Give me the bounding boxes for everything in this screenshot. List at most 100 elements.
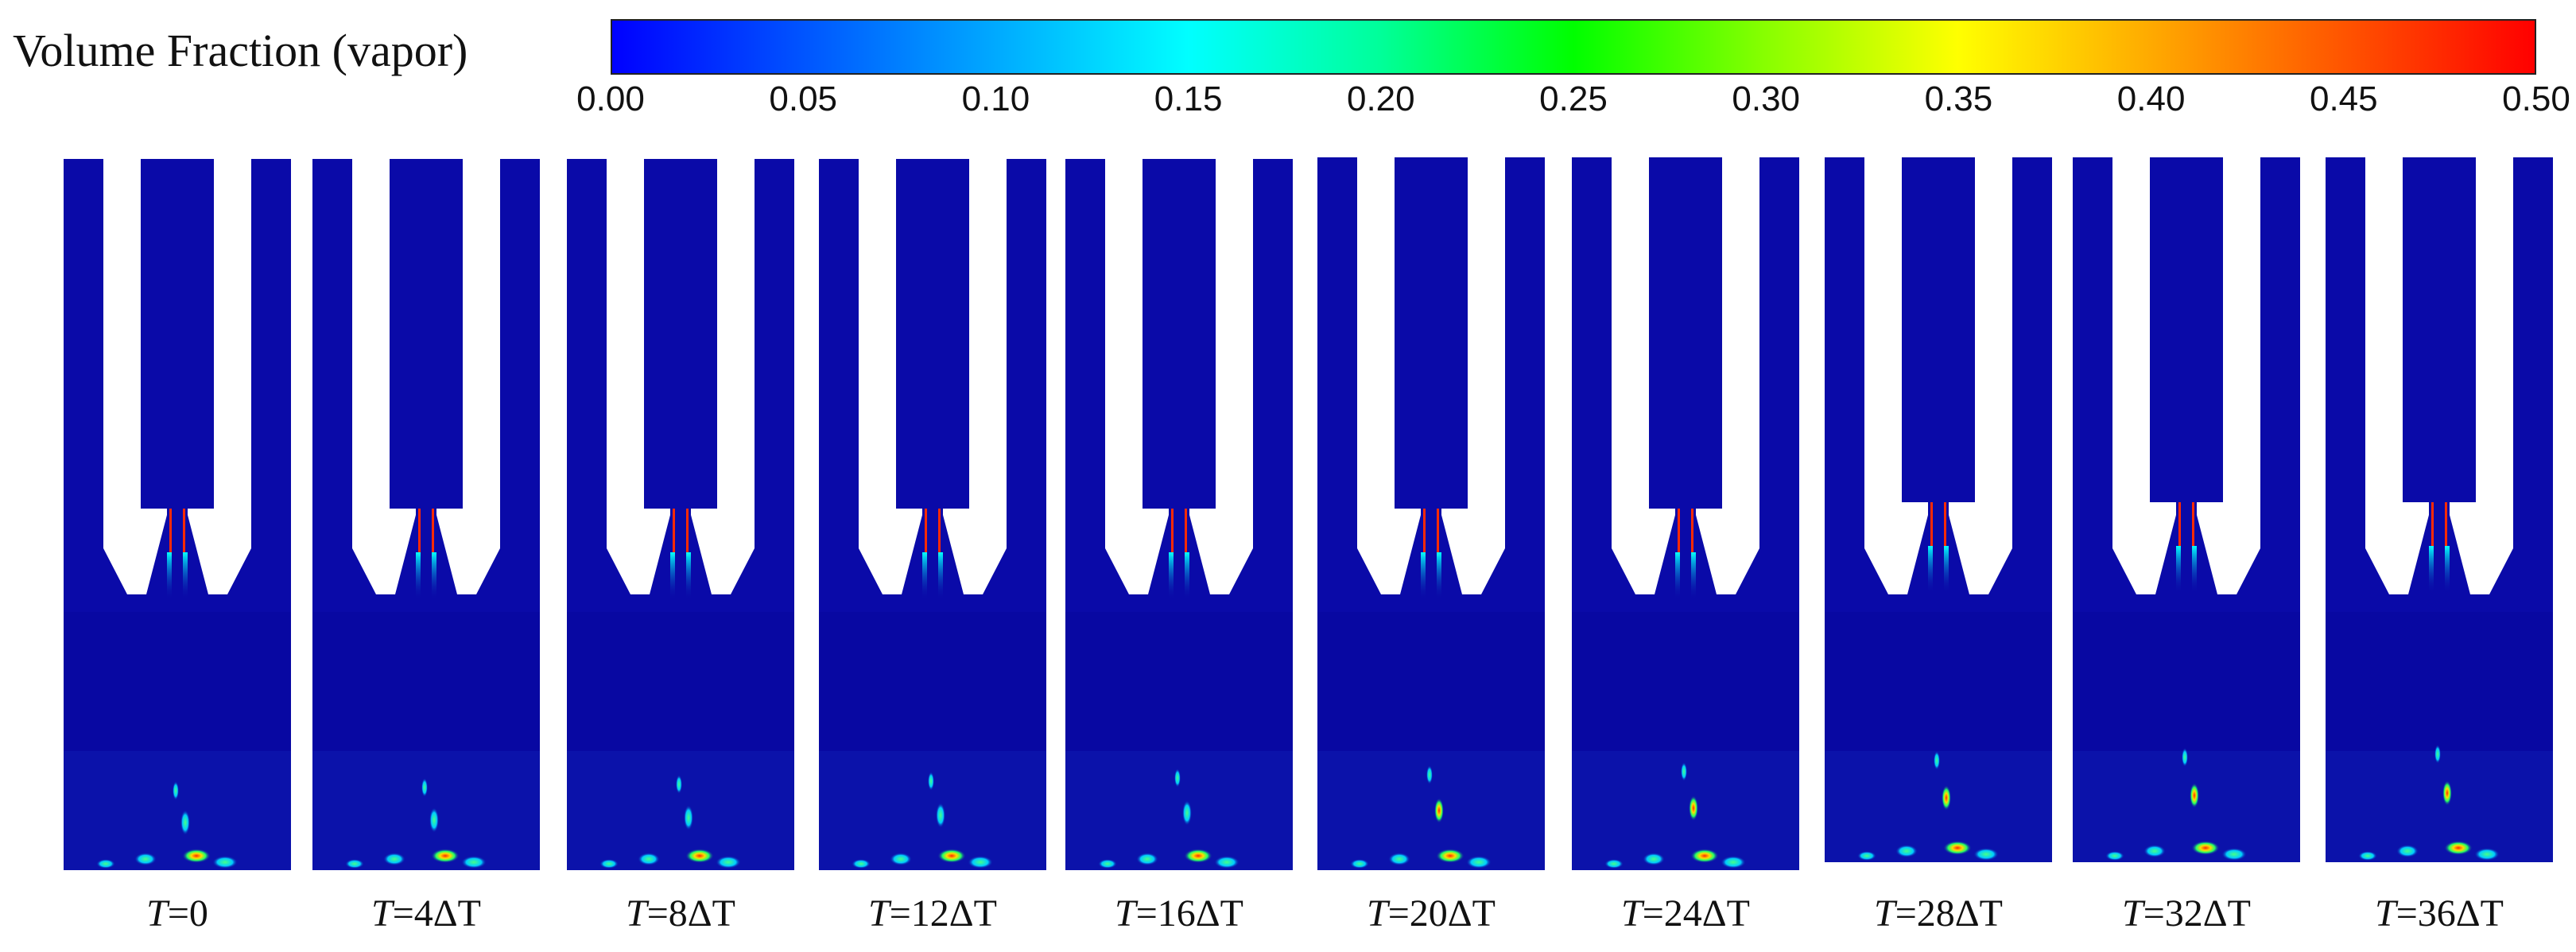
jet-left [2176,546,2181,594]
lower-zone [2326,751,2553,862]
vapor-blob [638,853,660,865]
jet-right [183,552,188,600]
vapor-blob [936,803,945,828]
solid-wall-right [1696,157,1759,594]
vapor-blob [134,853,157,865]
time-variable: T [868,892,890,935]
vapor-blob [2444,841,2473,855]
vapor-blob [716,856,741,869]
vapor-blob [1934,751,1940,770]
vapor-blob [2474,848,2500,861]
time-variable: T [1115,892,1136,935]
vapor-blob [1350,859,1369,869]
jet-left [416,552,421,600]
throat-edge-right [686,509,689,556]
vapor-blob [461,856,487,869]
time-label: T=24ΔT [1621,892,1750,935]
panel-6 [1572,157,1799,870]
vapor-blob [2182,748,2188,767]
jet-right [432,552,436,600]
vapor-blob [180,810,190,835]
mixing-zone [1825,612,2052,751]
throat-edge-left [2431,502,2434,550]
solid-wall-left [1357,157,1421,594]
vapor-blob [1388,853,1410,865]
throat-edge-right [183,509,185,556]
throat-edge-left [2178,502,2181,550]
time-value: =24ΔT [1642,892,1750,935]
jet-left [1169,552,1174,600]
jet-left [670,552,675,600]
vapor-blob [852,859,871,869]
time-variable: T [1874,892,1895,935]
colorbar-tick-label: 0.05 [769,79,838,118]
panel-1 [312,159,540,870]
solid-wall-right [691,159,755,594]
colorbar-tick-label: 0.10 [961,79,1030,118]
solid-wall-right [2197,157,2260,594]
vapor-blob [1098,859,1117,869]
throat-edge-left [169,509,172,556]
vapor-blob [1943,841,1972,855]
jet-left [1421,552,1426,600]
solid-wall-right [188,159,251,594]
vapor-blob [928,772,934,791]
solid-wall-right [2450,157,2513,594]
vapor-blob [2143,845,2166,857]
mixing-zone [1317,612,1545,751]
vapor-blob [1434,798,1444,823]
time-value: =8ΔT [646,892,735,935]
lower-zone [312,751,540,870]
vapor-blob [1136,853,1158,865]
vapor-blob [1973,848,1999,861]
solid-wall-right [436,159,500,594]
panel-4 [1065,159,1293,870]
colorbar [611,19,2536,75]
vapor-blob [1426,765,1433,784]
vapor-blob [1604,859,1624,869]
colorbar-tick-label: 0.25 [1539,79,1608,118]
colorbar-tick-label: 0.45 [2309,79,2378,118]
time-value: =32ΔT [2143,892,2251,935]
throat-edge-right [1185,509,1187,556]
vapor-blob [1184,849,1212,863]
jet-left [1928,546,1933,594]
throat-edge-left [418,509,421,556]
throat-edge-right [1691,509,1693,556]
colorbar-tick-label: 0.00 [576,79,645,118]
throat-edge-right [432,509,434,556]
mixing-zone [312,612,540,751]
panel-8 [2073,157,2300,862]
time-variable: T [146,892,168,935]
throat-edge-left [1678,509,1680,556]
panel-5 [1317,157,1545,870]
throat-edge-right [2445,502,2447,550]
lower-zone [1065,751,1293,870]
jet-left [167,552,172,600]
vapor-blob [2191,841,2220,855]
vapor-blob [2221,848,2247,861]
lower-zone [2073,751,2300,862]
mixing-zone [64,612,291,751]
mixing-zone [1572,612,1799,751]
time-value: =20ΔT [1387,892,1496,935]
colorbar-tick-label: 0.35 [1924,79,1993,118]
lower-zone [567,751,794,870]
time-label: T=0 [146,892,208,935]
time-label: T=36ΔT [2375,892,2504,935]
jet-right [1691,552,1696,600]
time-value: =4ΔT [392,892,481,935]
vapor-blob [431,849,460,863]
solid-wall-left [1612,157,1675,594]
solid-wall-left [1864,157,1928,594]
time-variable: T [2375,892,2396,935]
solid-wall-left [103,159,167,594]
vapor-blob [2105,851,2124,861]
time-label: T=8ΔT [626,892,735,935]
colorbar-title: Volume Fraction (vapor) [13,25,468,76]
time-value: =12ΔT [889,892,997,935]
colorbar-tick-label: 0.20 [1346,79,1415,118]
panel-9 [2326,157,2553,862]
jet-right [1437,552,1441,600]
